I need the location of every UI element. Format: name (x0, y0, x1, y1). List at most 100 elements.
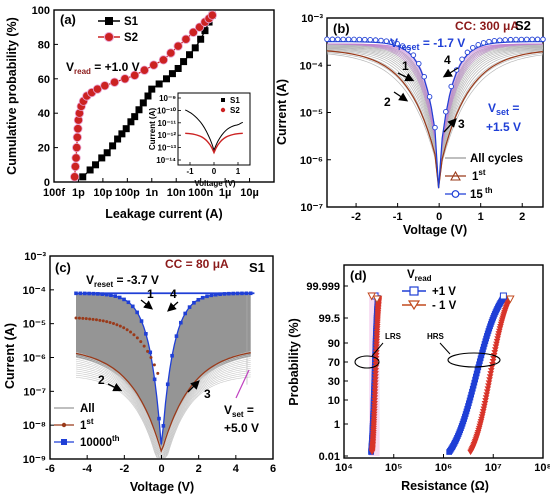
panel-c-xtick-label: -4 (82, 463, 93, 475)
panel-b-sweep-4: 4 (444, 53, 451, 67)
inset-xlabel: Voltage (V) (194, 179, 236, 188)
inset-ytick-label: 10⁻¹² (158, 131, 177, 140)
panel-b-last-cycle-point (329, 36, 336, 43)
panel-a: 100f 1p 10p 100p 1n 10n 100n 1µ 10µ020406080100 … (5, 5, 275, 221)
panel-a-point-S1 (109, 142, 117, 150)
panel-c-sample: S1 (249, 260, 265, 275)
panel-c-first-cycle-point (84, 317, 88, 321)
panel-a-xtick-label: 1µ (219, 187, 231, 199)
inset-s1-curve (184, 109, 244, 152)
panel-b-last-cycle-point (497, 37, 503, 44)
panel-a-ytick-label: 60 (38, 74, 50, 86)
panel-a-point-S1 (155, 80, 163, 88)
legend-s1-marker (105, 17, 113, 25)
panel-c-last-cycle-point (78, 291, 83, 296)
panel-b-ytick-label: 10⁻⁷ (300, 202, 323, 214)
panel-a-point-S1 (144, 92, 152, 100)
panel-c-first-cycle-point (156, 371, 160, 375)
panel-c-sweep-3: 3 (204, 387, 211, 401)
panel-c-last-cycle-point (240, 291, 244, 296)
panel-a-ytick-label: 100 (32, 5, 50, 17)
panel-d-ytick-label: 0.01 (319, 451, 340, 463)
panel-b-sample: S2 (515, 18, 531, 33)
panel-c-first-cycle-point (129, 330, 133, 334)
panel-c-label: (c) (55, 260, 71, 275)
panel-d-top-marker (372, 295, 382, 304)
panel-b-last-cycle-point (540, 36, 546, 43)
panel-c-last-cycle-point (235, 291, 240, 296)
panel-c-xtick-label: 6 (270, 463, 276, 475)
panel-c-last-cycle-point (165, 382, 170, 387)
panel-a-point-S2 (139, 65, 150, 75)
panel-c-last-cycle-point (174, 334, 179, 338)
inset-ylabel: Current (A) (148, 108, 157, 151)
panel-c-vset-value: +5.0 V (224, 421, 259, 435)
panel-c: -6 -4 -2 0 2 4 6 10⁻⁹ 10⁻⁸ 10⁻⁷ 10⁻⁶ 10⁻⁵ 10⁻⁴ 10⁻³ (… (3, 251, 276, 494)
panel-b-xtick-label: -2 (351, 211, 361, 223)
panel-c-arrow-1 (140, 299, 154, 310)
panel-a-ytick-label: 80 (38, 39, 50, 51)
panel-b-last-cycle-point (443, 108, 449, 115)
panel-c-first-cycle-point (125, 328, 129, 332)
panel-a-point-S1 (168, 70, 176, 78)
panel-c-last-cycle-point (91, 291, 96, 296)
panel-b-xtick-label: 2 (519, 211, 525, 223)
panel-b-last-cycle-point (340, 36, 346, 43)
panel-b-ytick-label: 10⁻⁶ (300, 155, 323, 167)
panel-a-point-S1 (139, 99, 147, 107)
panel-b-last-cycle-point (502, 37, 508, 43)
panel-c-last-cycle-point (170, 353, 174, 358)
panel-c-last-cycle-point (161, 424, 166, 428)
panel-c-last-cycle-point (187, 305, 192, 309)
panel-a-point-S2 (149, 60, 159, 70)
inset-xtick-label: 0 (212, 167, 217, 176)
panel-a-xtick-label: 10n (167, 187, 186, 199)
panel-c-last-cycle-point (192, 300, 196, 305)
panel-c-first-cycle-point (88, 317, 92, 321)
panel-c-legend-first-marker (61, 422, 67, 428)
panel-c-first-cycle-point (149, 356, 153, 360)
panel-d-ytick-label: 99.999 (306, 281, 340, 293)
panel-a-point-S1 (92, 161, 100, 169)
panel-a-point-S2 (120, 74, 130, 84)
panel-b-last-cycle-point (459, 56, 465, 63)
panel-a-point-S2 (181, 34, 191, 44)
panel-b-last-cycle-point (513, 36, 519, 43)
panel-b-ytick-label: 10⁻⁴ (300, 60, 323, 72)
panel-c-first-cycle-point (132, 333, 136, 337)
panel-b-legend-first-marker (450, 170, 461, 181)
panel-b-sweep-3: 3 (458, 117, 465, 131)
panel-c-last-cycle-point (87, 291, 91, 296)
panel-c-first-cycle-point (146, 349, 150, 353)
panel-b-last-cycle-point (399, 43, 406, 49)
panel-c-ytick-label: 10⁻⁶ (23, 353, 46, 365)
panel-b: -2 -1 0 1 2 10⁻⁷ 10⁻⁶ 10⁻⁵ 10⁻⁴ 10⁻³ (b) CC: 300 … (275, 13, 546, 237)
panel-a-ytick-label: 40 (38, 108, 50, 120)
panel-d: 10⁴ 10⁵ 10⁶ 10⁷ 10⁸ 0.01 1 10 30 70 90 99.5 99.999 (… (287, 264, 550, 493)
panel-d-xtick-label: 10⁶ (435, 462, 452, 474)
panel-c-first-cycle-point (91, 317, 95, 321)
panel-c-first-cycle-point (74, 316, 78, 320)
panel-c-ytick-label: 10⁻⁵ (23, 319, 46, 331)
panel-b-last-cycle-point (426, 94, 433, 100)
panel-b-sweep-1: 1 (402, 59, 409, 73)
panel-c-last-cycle-point (74, 291, 78, 296)
panel-b-last-cycle-point (389, 39, 395, 45)
panel-d-xtick-label: 10⁴ (335, 462, 353, 474)
panel-d-ylabel: Probability (%) (287, 318, 301, 406)
panel-c-sweep-1: 1 (147, 287, 154, 301)
panel-a-point-S2 (166, 48, 176, 58)
panel-c-last-cycle-point (209, 293, 214, 298)
panel-d-lrs-ellipse (354, 355, 380, 369)
panel-d-legend-plus-marker (409, 286, 419, 296)
panel-c-last-cycle-point (227, 291, 231, 296)
panel-b-last-cycle-point (372, 37, 379, 43)
panel-b-last-cycle-point (448, 83, 454, 90)
panel-c-first-cycle-point (94, 318, 98, 322)
panel-c-first-cycle-point (105, 320, 109, 324)
panel-b-xtick-label: 0 (436, 211, 442, 223)
panel-b-first-cycle (326, 50, 544, 189)
panel-d-ytick-label: 1 (334, 419, 340, 431)
panel-b-xtick-label: 1 (478, 211, 484, 223)
panel-b-legend-last-marker (451, 190, 460, 198)
